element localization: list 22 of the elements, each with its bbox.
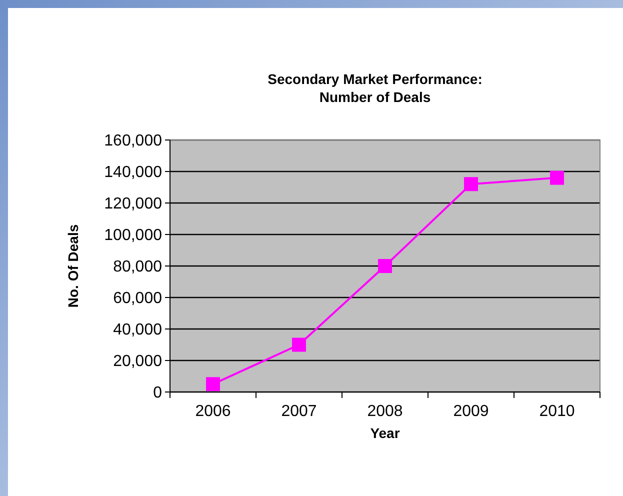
point: [292, 338, 306, 352]
x-tick-label: 2010: [539, 403, 575, 420]
y-tick-label: 160,000: [104, 132, 162, 150]
x-tick-label: 2006: [195, 403, 231, 420]
y-tick-label: 120,000: [104, 196, 162, 213]
x-tick-label: 2007: [281, 403, 317, 420]
x-tick-label: 2008: [367, 403, 403, 420]
y-tick-label: 40,000: [113, 322, 162, 339]
point: [378, 259, 392, 273]
point: [464, 177, 478, 192]
point: [550, 170, 564, 185]
point: [206, 377, 220, 392]
y-tick-label: 0: [153, 384, 162, 402]
y-tick-label: 100,000: [104, 227, 162, 244]
y-tick-label: 60,000: [113, 290, 162, 308]
x-tick-label: 2009: [453, 403, 489, 420]
chart-title: Secondary Market Performance: Number of Deals: [268, 71, 482, 105]
y-tick-label: 140,000: [104, 164, 162, 182]
y-tick-label: 80,000: [113, 258, 162, 276]
x-axis-title: Year: [370, 425, 400, 441]
y-tick-label: 20,000: [113, 353, 162, 370]
y-axis-title: No. Of Deals: [65, 224, 81, 308]
